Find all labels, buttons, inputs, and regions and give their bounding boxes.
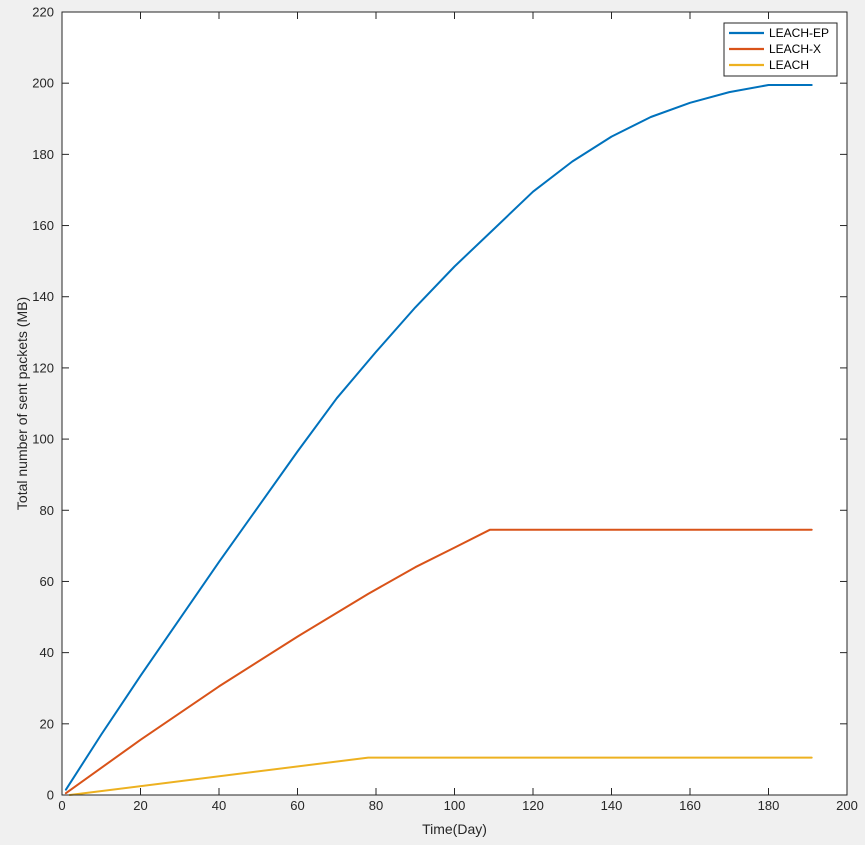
legend: LEACH-EP LEACH-X LEACH	[723, 22, 838, 77]
x-tick-label: 60	[290, 798, 304, 813]
x-tick-label: 140	[601, 798, 623, 813]
legend-label-0: LEACH-EP	[769, 26, 829, 40]
y-tick-label: 200	[32, 76, 54, 91]
y-tick-label: 80	[40, 503, 54, 518]
y-tick-label: 180	[32, 147, 54, 162]
y-tick-label: 40	[40, 645, 54, 660]
x-tick-label: 0	[58, 798, 65, 813]
x-tick-label: 100	[444, 798, 466, 813]
x-tick-label: 40	[212, 798, 226, 813]
x-tick-label: 180	[758, 798, 780, 813]
y-tick-label: 60	[40, 574, 54, 589]
x-tick-label: 20	[133, 798, 147, 813]
y-tick-label: 20	[40, 716, 54, 731]
y-axis-label: Total number of sent packets (MB)	[14, 297, 30, 510]
y-tick-label: 0	[47, 788, 54, 803]
y-tick-label: 220	[32, 5, 54, 20]
y-tick-label: 140	[32, 289, 54, 304]
x-tick-label: 160	[679, 798, 701, 813]
x-tick-label: 120	[522, 798, 544, 813]
y-tick-label: 100	[32, 432, 54, 447]
series-layer	[64, 84, 813, 796]
x-axis-label: Time(Day)	[422, 821, 487, 837]
y-tick-label: 160	[32, 218, 54, 233]
series-line-1	[64, 528, 813, 795]
legend-label-1: LEACH-X	[769, 42, 821, 56]
y-tick-label: 120	[32, 360, 54, 375]
series-line-2	[68, 756, 813, 796]
x-tick-label: 200	[836, 798, 858, 813]
plot-area	[62, 12, 847, 795]
series-line-0	[64, 84, 813, 791]
ticks-layer: 0 20 40 60 80 100 120 140 160 180 200 0 20 40 60 80 100 1…	[32, 5, 858, 814]
legend-label-2: LEACH	[769, 58, 809, 72]
x-tick-label: 80	[369, 798, 383, 813]
